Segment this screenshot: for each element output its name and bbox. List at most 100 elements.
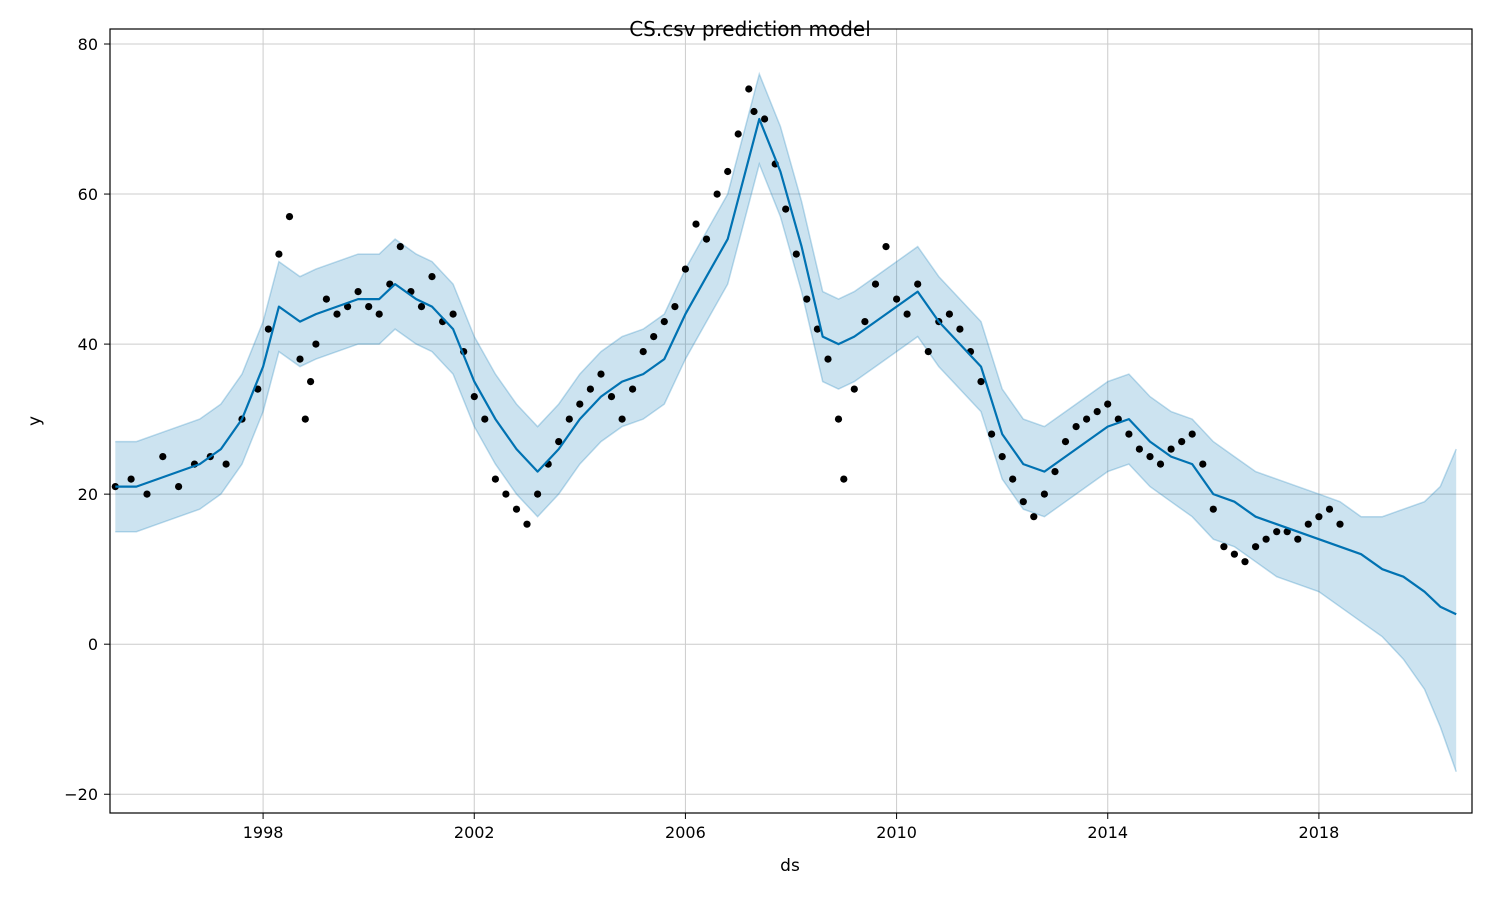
observed-point bbox=[1040, 490, 1048, 498]
observed-point bbox=[761, 115, 769, 123]
observed-point bbox=[871, 280, 880, 288]
observed-point bbox=[417, 303, 426, 311]
observed-point bbox=[375, 310, 383, 318]
observed-point bbox=[1167, 445, 1175, 453]
observed-point bbox=[618, 415, 626, 423]
y-ticks: −20 0 20 40 60 80 bbox=[64, 35, 110, 804]
x-ticks: 1998 2002 2006 2010 2014 2018 bbox=[243, 813, 1340, 842]
observed-point bbox=[523, 520, 531, 528]
grid-lines bbox=[110, 29, 1472, 813]
observed-point bbox=[1199, 460, 1207, 468]
observed-point bbox=[1051, 468, 1059, 476]
plot-frame bbox=[109, 28, 1473, 814]
observed-point bbox=[945, 310, 954, 318]
x-tick-label: 1998 bbox=[243, 823, 284, 842]
observed-point bbox=[834, 415, 843, 423]
observed-point bbox=[1104, 400, 1112, 408]
observed-point bbox=[1220, 543, 1228, 551]
observed-point bbox=[275, 250, 283, 258]
observed-point bbox=[998, 453, 1006, 461]
observed-point bbox=[1135, 445, 1143, 453]
observed-point bbox=[565, 415, 573, 423]
observed-point bbox=[639, 348, 647, 356]
observed-point bbox=[1294, 535, 1302, 543]
y-tick-label: −20 bbox=[64, 785, 98, 804]
observed-point bbox=[296, 355, 304, 363]
observed-point bbox=[988, 430, 996, 438]
observed-point bbox=[1156, 460, 1165, 468]
y-tick-label: 40 bbox=[78, 335, 98, 354]
observed-point bbox=[1241, 558, 1249, 566]
observed-point bbox=[312, 340, 320, 348]
observed-point bbox=[803, 295, 811, 303]
observed-point bbox=[750, 107, 758, 116]
observed-point bbox=[824, 355, 832, 363]
observed-point bbox=[264, 325, 272, 333]
observed-point bbox=[977, 378, 985, 386]
observed-point bbox=[1209, 505, 1217, 513]
observed-point bbox=[792, 250, 800, 258]
observed-point bbox=[893, 295, 901, 303]
observed-point bbox=[222, 460, 230, 468]
observed-point bbox=[1325, 505, 1334, 513]
observed-point bbox=[1336, 520, 1344, 528]
observed-point bbox=[175, 483, 183, 491]
observed-point bbox=[512, 505, 521, 513]
observed-point bbox=[1283, 528, 1291, 536]
y-tick-label: 60 bbox=[78, 185, 98, 204]
y-tick-label: 0 bbox=[88, 635, 98, 654]
x-tick-label: 2018 bbox=[1299, 823, 1340, 842]
forecast-line bbox=[115, 117, 1457, 616]
observed-point bbox=[159, 453, 167, 461]
chart-title: CS.csv prediction model bbox=[629, 17, 871, 41]
observed-point bbox=[502, 490, 510, 498]
observed-point bbox=[576, 400, 584, 408]
x-tick-label: 2002 bbox=[454, 823, 495, 842]
observed-point bbox=[607, 393, 616, 401]
observed-point bbox=[903, 310, 911, 318]
observed-point bbox=[924, 348, 932, 356]
observed-point bbox=[1093, 408, 1101, 416]
observed-point bbox=[840, 475, 848, 483]
forecast-line-layer bbox=[115, 117, 1457, 616]
observed-point bbox=[449, 310, 457, 318]
observed-point bbox=[1178, 438, 1186, 446]
observed-point bbox=[724, 167, 732, 176]
observed-point bbox=[1273, 528, 1281, 536]
observed-point bbox=[956, 325, 964, 333]
observed-point bbox=[734, 130, 742, 138]
observed-point bbox=[127, 475, 135, 483]
observed-point bbox=[597, 370, 605, 378]
observed-point bbox=[470, 393, 478, 401]
observed-point bbox=[1252, 543, 1260, 551]
observed-point bbox=[861, 318, 869, 326]
observed-point bbox=[333, 310, 341, 318]
observed-point bbox=[396, 243, 404, 251]
observed-point bbox=[428, 273, 436, 281]
observed-point bbox=[1083, 415, 1091, 423]
observed-point bbox=[813, 325, 822, 333]
observed-point bbox=[882, 243, 890, 251]
observed-point bbox=[692, 220, 700, 228]
observed-point bbox=[481, 415, 489, 423]
observed-point bbox=[322, 295, 330, 303]
observed-point bbox=[555, 438, 563, 446]
observed-point bbox=[629, 385, 637, 393]
y-tick-label: 80 bbox=[78, 35, 98, 54]
observed-point bbox=[702, 235, 711, 243]
observed-point bbox=[782, 205, 790, 213]
uncertainty-upper-edge bbox=[115, 71, 1457, 518]
observed-point bbox=[1304, 520, 1312, 528]
observed-point bbox=[1188, 430, 1196, 438]
observed-point bbox=[534, 490, 542, 498]
x-axis-label: ds bbox=[780, 856, 800, 876]
observed-point bbox=[660, 318, 668, 326]
observed-point bbox=[671, 303, 679, 311]
observed-point bbox=[491, 475, 499, 483]
observed-point bbox=[1262, 535, 1270, 543]
observed-point bbox=[1030, 513, 1038, 521]
observed-point bbox=[745, 85, 753, 93]
observed-point bbox=[1072, 423, 1080, 431]
x-tick-label: 2014 bbox=[1087, 823, 1128, 842]
uncertainty-lower-edge bbox=[115, 161, 1457, 772]
